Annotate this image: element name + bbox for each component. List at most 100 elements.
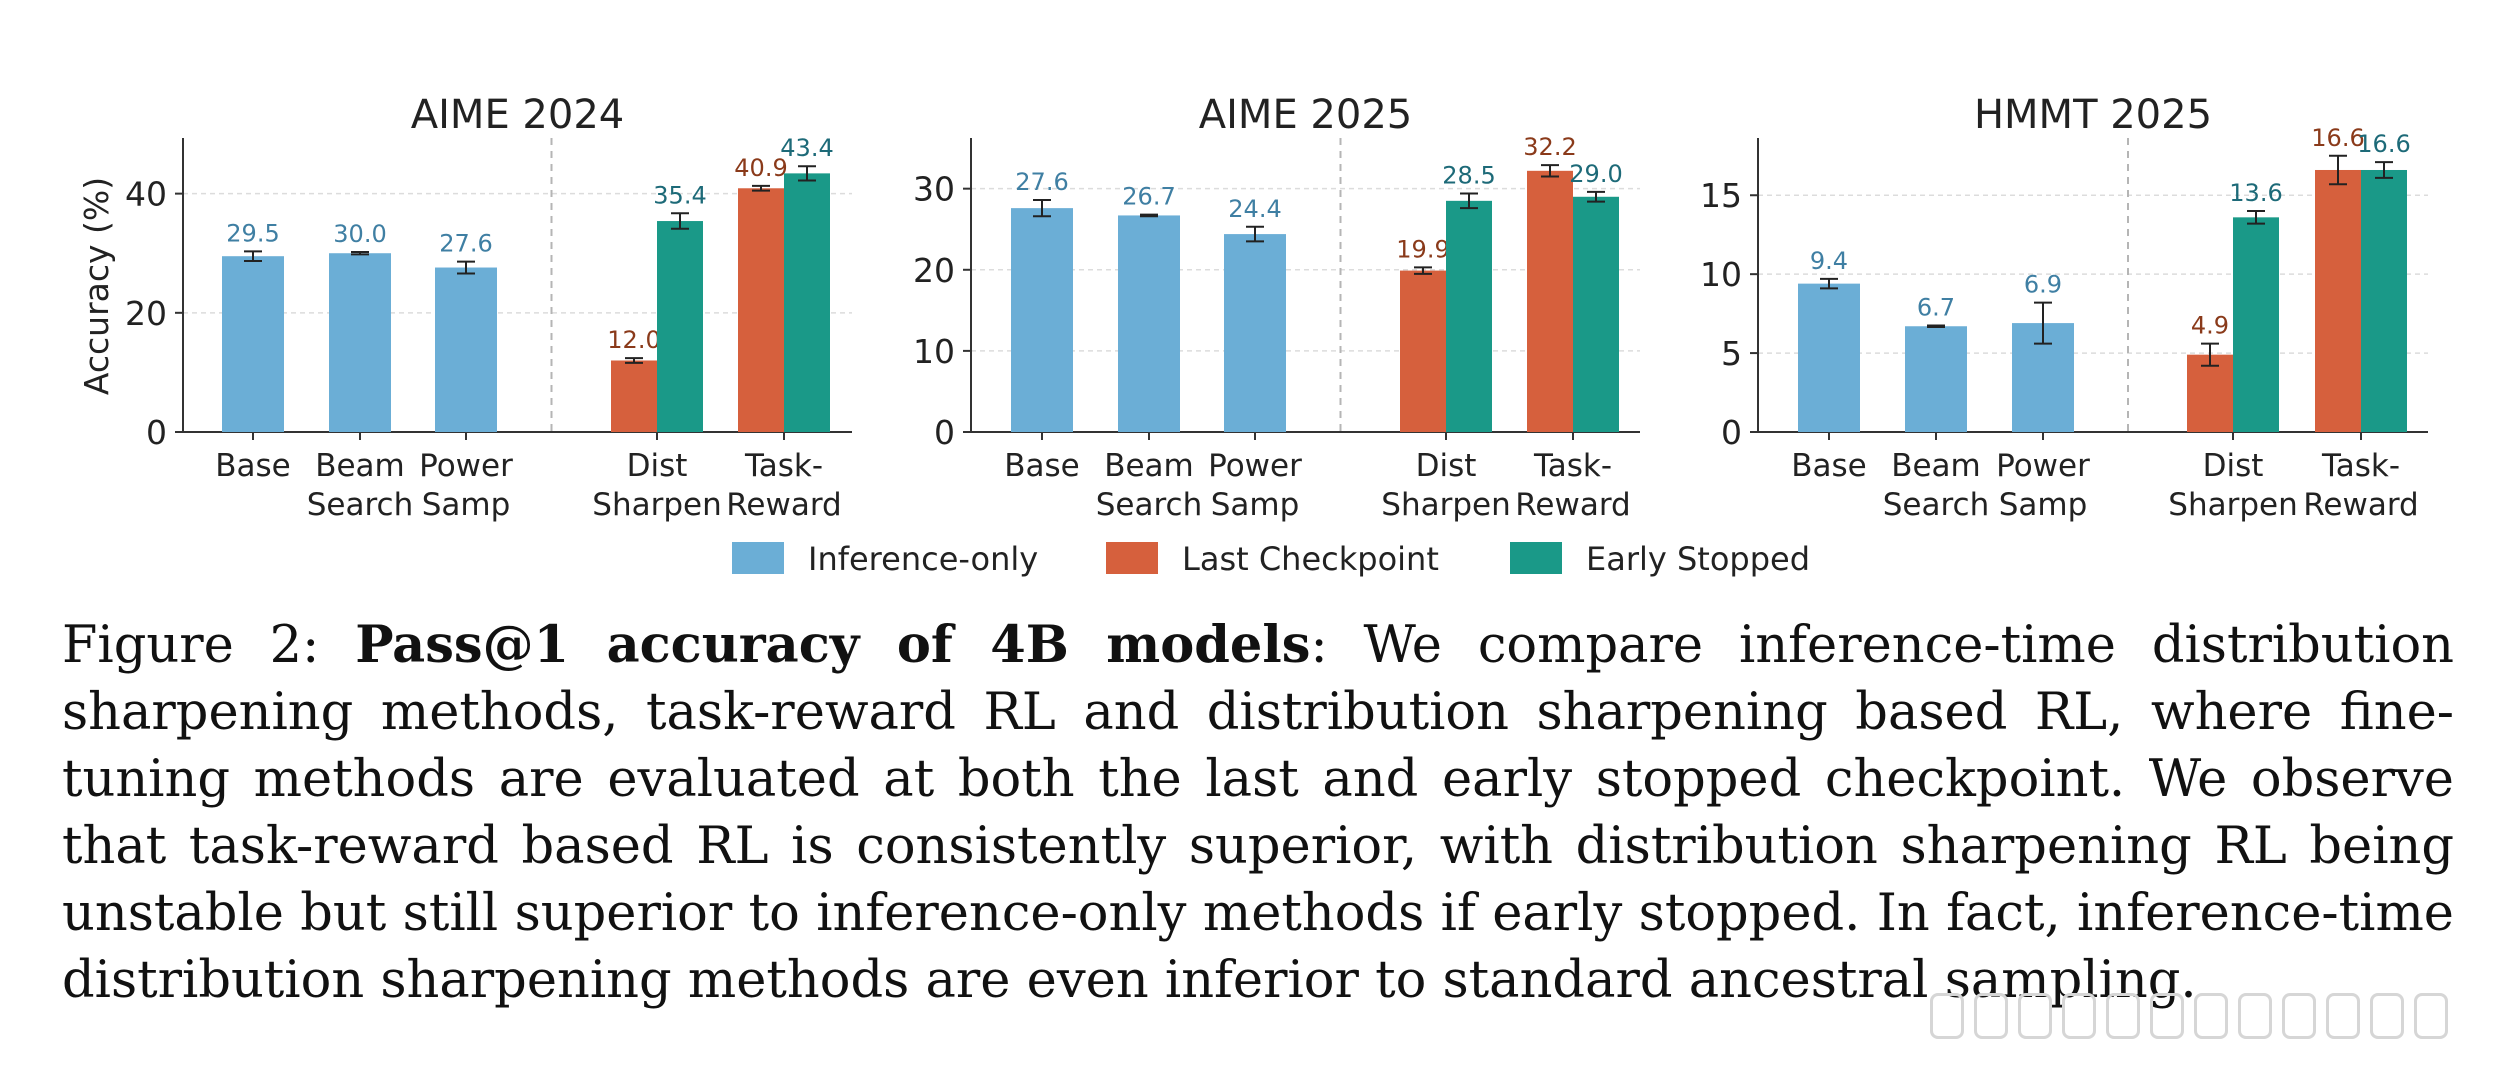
bar-last <box>2187 354 2233 432</box>
data-label: 30.0 <box>333 220 386 248</box>
x-tick-label: Sharpen <box>2168 487 2297 523</box>
y-tick-label: 0 <box>934 413 955 452</box>
x-tick-label: Power <box>1208 448 1302 484</box>
y-tick-label: 0 <box>146 413 167 452</box>
chart-title: AIME 2025 <box>1199 92 1412 138</box>
bar-last <box>1400 270 1446 432</box>
y-tick-label: 10 <box>913 332 955 371</box>
watermark-mark <box>1974 993 2008 1039</box>
x-tick-label: Reward <box>726 487 841 523</box>
watermark-mark <box>2370 993 2404 1039</box>
x-tick-label: Base <box>1004 448 1080 484</box>
caption-bold-title: Pass@1 accuracy of 4B models <box>355 615 1311 675</box>
watermark-mark <box>2106 993 2140 1039</box>
data-label: 35.4 <box>653 181 706 209</box>
watermark-mark <box>2018 993 2052 1039</box>
x-tick-label: Task- <box>744 448 823 484</box>
y-tick-label: 5 <box>1721 334 1742 373</box>
bar-early <box>1573 196 1619 432</box>
bar-inference <box>1118 215 1180 432</box>
bar-inference <box>1224 234 1286 432</box>
data-label: 9.4 <box>1810 247 1848 275</box>
y-axis-title: Accuracy (%) <box>77 177 116 395</box>
x-tick-label: Samp <box>422 487 511 523</box>
watermark-mark <box>1930 993 1964 1039</box>
x-tick-label: Search <box>1096 487 1203 523</box>
chart-title: HMMT 2025 <box>1974 92 2212 138</box>
legend-label: Inference-only <box>808 540 1038 578</box>
bar-early <box>784 173 830 432</box>
watermark-mark <box>2414 993 2448 1039</box>
watermark-mark <box>2238 993 2272 1039</box>
x-tick-label: Base <box>1791 448 1867 484</box>
bar-last <box>2315 169 2361 432</box>
y-tick-label: 30 <box>913 170 955 209</box>
figure-caption: Figure 2: Pass@1 accuracy of 4B models: … <box>62 612 2454 1014</box>
watermark-mark <box>2194 993 2228 1039</box>
bar-inference <box>1905 326 1967 432</box>
caption-prefix: Figure 2: <box>62 616 356 675</box>
x-tick-label: Base <box>215 448 291 484</box>
x-tick-label: Task- <box>2321 448 2400 484</box>
data-label: 29.5 <box>226 219 279 247</box>
y-tick-label: 20 <box>913 251 955 290</box>
legend-label: Last Checkpoint <box>1182 540 1439 578</box>
x-tick-label: Task- <box>1533 448 1612 484</box>
chart-title: AIME 2024 <box>411 92 624 138</box>
data-label: 27.6 <box>439 230 492 258</box>
y-tick-label: 20 <box>125 294 167 333</box>
x-tick-label: Sharpen <box>592 487 721 523</box>
data-label: 24.4 <box>1228 195 1281 223</box>
legend-swatch-last <box>1106 542 1158 574</box>
x-tick-label: Reward <box>1515 487 1630 523</box>
data-label: 28.5 <box>1442 162 1495 190</box>
bar-last <box>611 360 657 432</box>
data-label: 12.0 <box>607 326 660 354</box>
x-tick-label: Search <box>1883 487 1990 523</box>
data-label: 40.9 <box>734 154 787 182</box>
bar-early <box>1446 200 1492 432</box>
x-tick-label: Sharpen <box>1381 487 1510 523</box>
data-label: 16.6 <box>2357 130 2410 158</box>
x-tick-label: Beam <box>1891 448 1981 484</box>
data-label: 26.7 <box>1122 183 1175 211</box>
data-label: 27.6 <box>1015 168 1068 196</box>
bar-last <box>738 188 784 432</box>
bar-last <box>1527 170 1573 433</box>
bar-inference <box>222 256 284 432</box>
watermark-mark <box>2150 993 2184 1039</box>
x-tick-label: Power <box>1996 448 2090 484</box>
bar-inference <box>329 253 391 432</box>
data-label: 6.9 <box>2024 271 2062 299</box>
y-tick-label: 15 <box>1700 176 1742 215</box>
bar-early <box>657 221 703 432</box>
data-label: 4.9 <box>2191 312 2229 340</box>
legend-swatch-early <box>1510 542 1562 574</box>
data-label: 32.2 <box>1523 133 1576 161</box>
x-tick-label: Reward <box>2303 487 2418 523</box>
data-label: 6.7 <box>1917 293 1955 321</box>
watermark-mark <box>2282 993 2316 1039</box>
x-tick-label: Search <box>307 487 414 523</box>
bar-early <box>2233 217 2279 432</box>
data-label: 43.4 <box>780 134 833 162</box>
legend-label: Early Stopped <box>1586 540 1810 578</box>
watermark-mark <box>2326 993 2360 1039</box>
x-tick-label: Beam <box>315 448 405 484</box>
bar-early <box>2361 169 2407 432</box>
bar-inference <box>1011 208 1073 432</box>
data-label: 13.6 <box>2229 179 2282 207</box>
bar-inference <box>1798 283 1860 432</box>
watermark-stamp <box>1930 985 2490 1047</box>
caption-body: : We compare inference-time distribution… <box>62 616 2455 1010</box>
x-tick-label: Dist <box>2203 448 2264 484</box>
bar-inference <box>435 267 497 432</box>
data-label: 16.6 <box>2311 124 2364 152</box>
data-label: 19.9 <box>1396 235 1449 263</box>
y-tick-label: 40 <box>125 175 167 214</box>
x-tick-label: Beam <box>1104 448 1194 484</box>
x-tick-label: Samp <box>1999 487 2088 523</box>
x-tick-label: Power <box>419 448 513 484</box>
y-tick-label: 10 <box>1700 255 1742 294</box>
